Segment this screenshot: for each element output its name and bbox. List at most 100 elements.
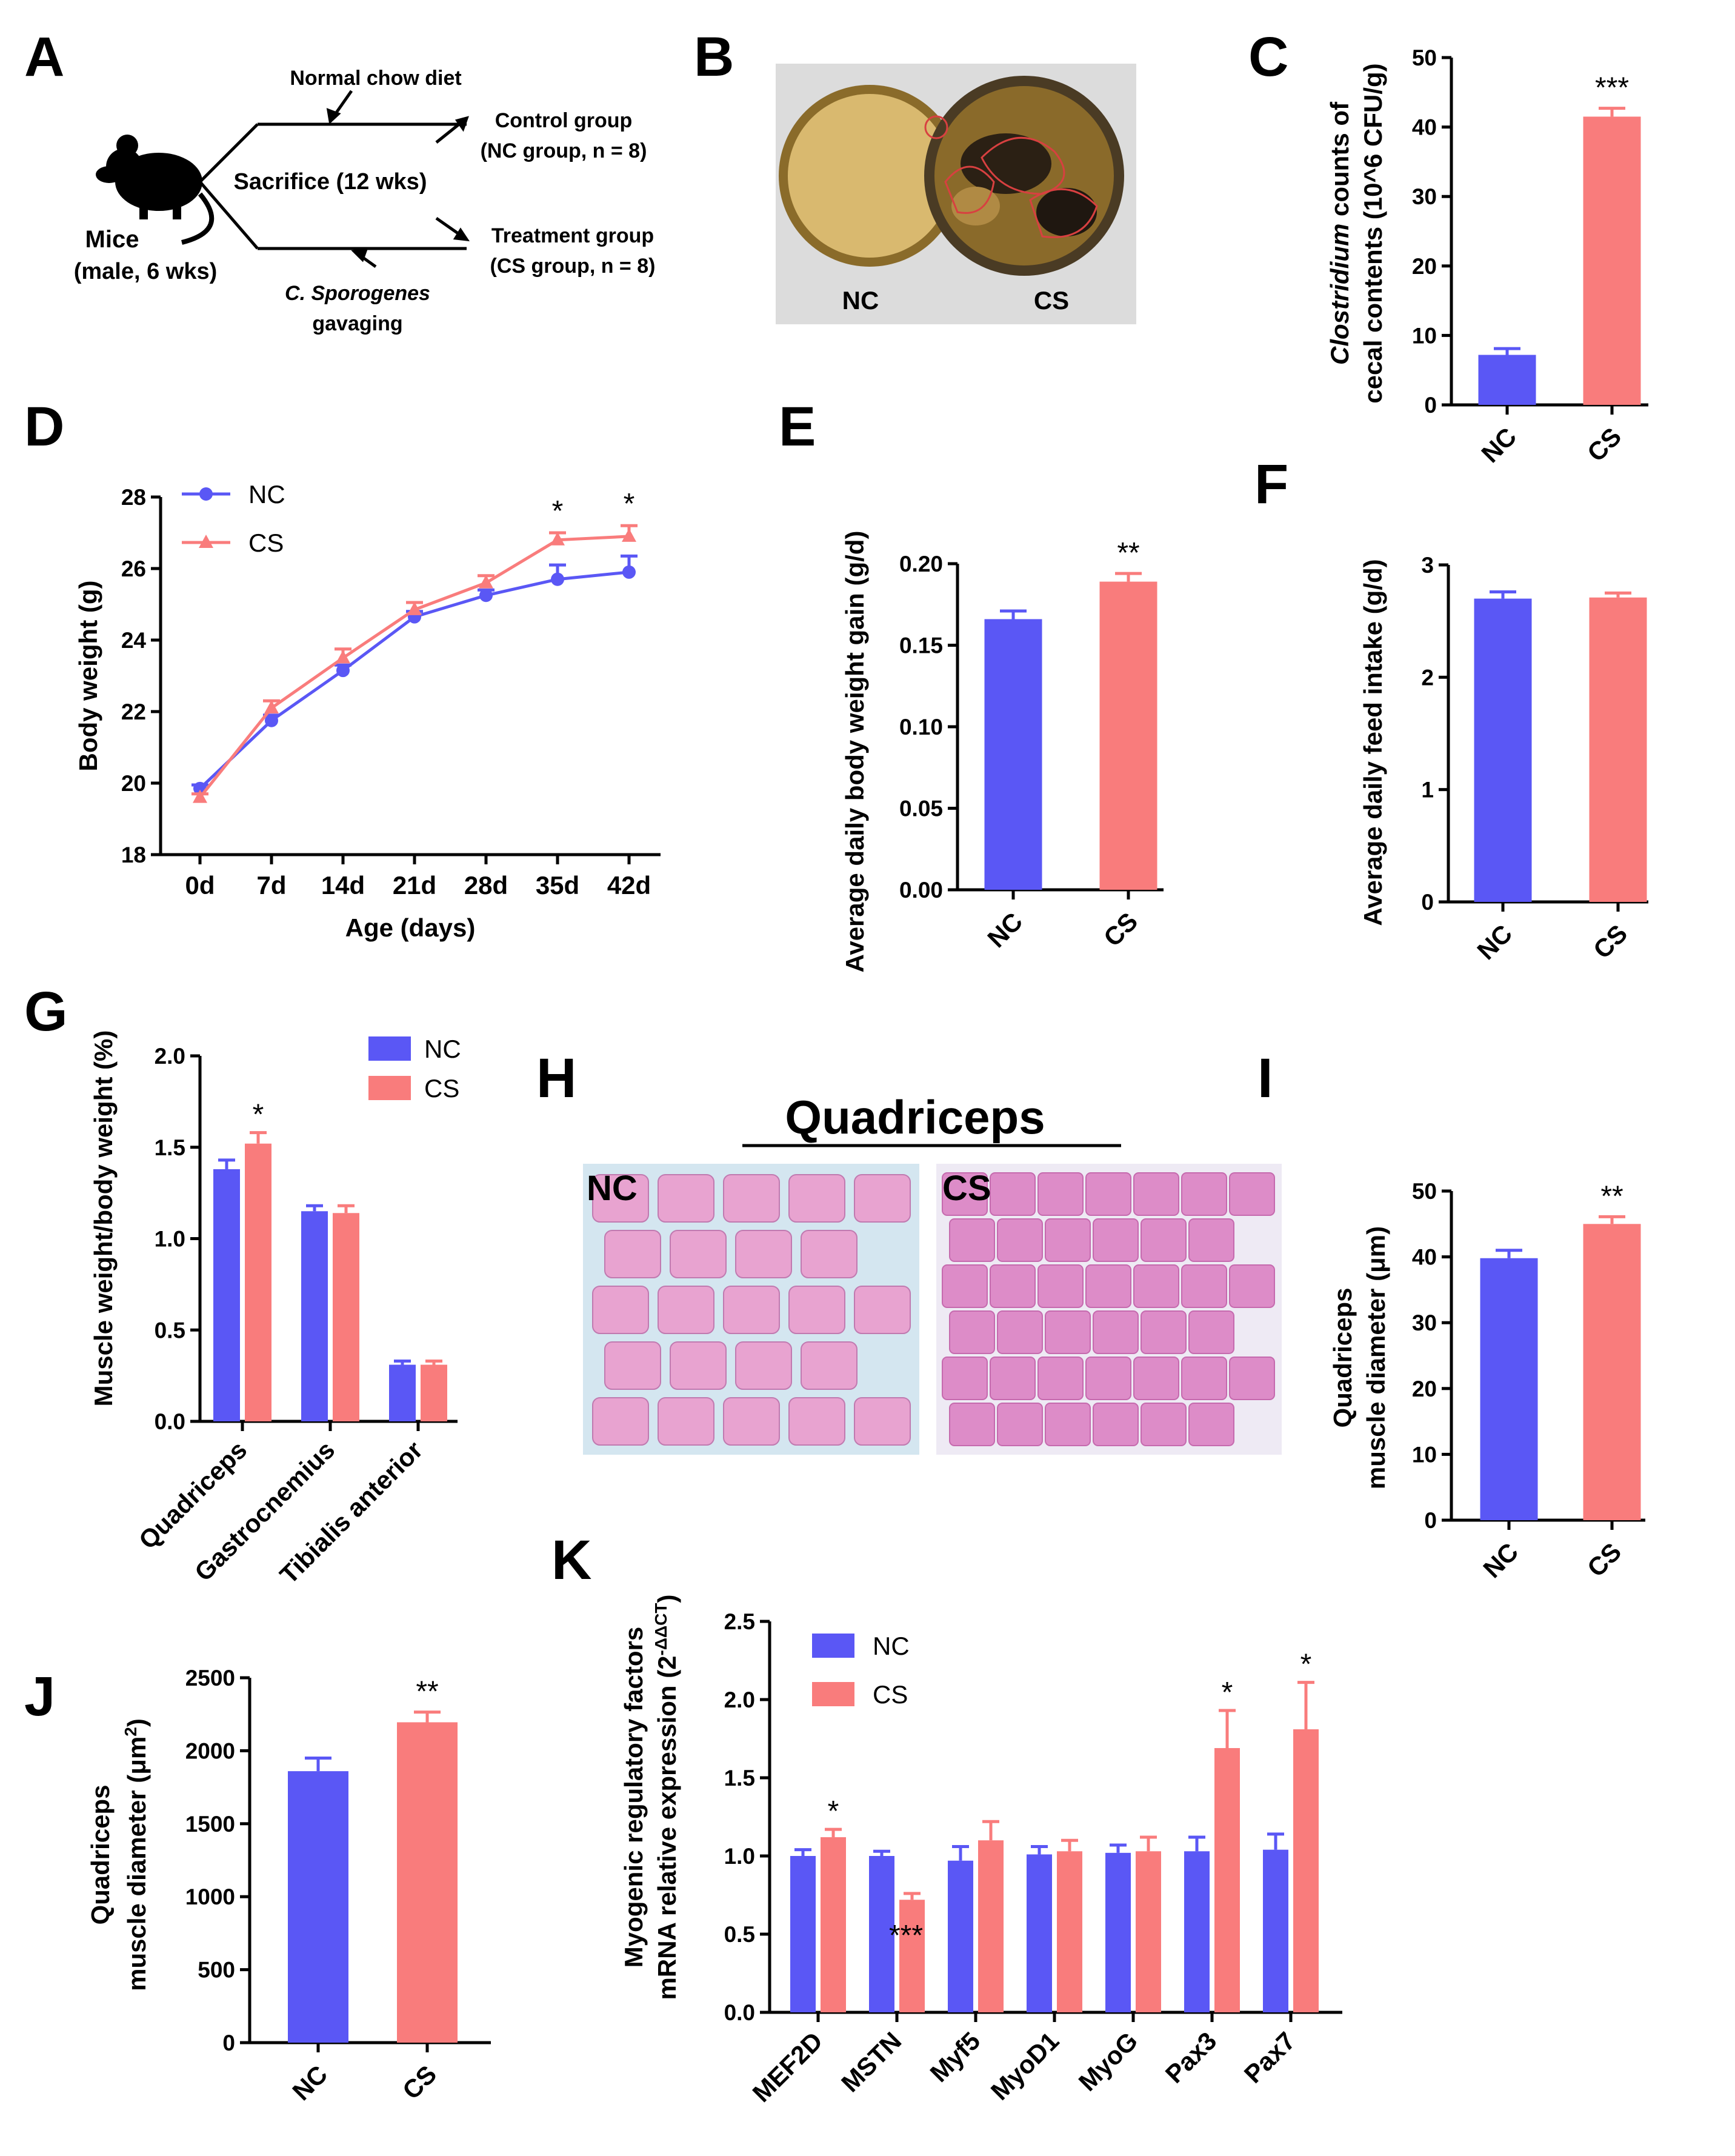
significance-marker: ** (1600, 1180, 1623, 1212)
muscle-fiber (1188, 1310, 1234, 1354)
x-tick-label: CS (397, 2060, 442, 2105)
y-axis-label-2: muscle diameter (μm) (1362, 1226, 1390, 1489)
panel-h: Quadriceps NC CS (583, 1090, 1282, 1455)
bar-nc (1105, 1852, 1131, 2012)
muscle-fiber (1037, 1172, 1084, 1216)
bar-cs (397, 1722, 458, 2043)
y-tick-label: 2.5 (724, 1609, 755, 1634)
muscle-fiber (942, 1357, 988, 1400)
muscle-fiber (1085, 1357, 1131, 1400)
x-tick-label: MyoD1 (985, 2026, 1065, 2106)
y-tick-label: 2 (1421, 665, 1434, 690)
muscle-fiber (1037, 1264, 1084, 1308)
x-tick-label: 28d (464, 871, 508, 899)
bar-cs (421, 1364, 447, 1421)
muscle-fiber (658, 1397, 714, 1446)
muscle-fiber (854, 1174, 911, 1223)
panel-label-e: E (779, 396, 816, 458)
muscle-fiber (990, 1264, 1036, 1308)
point-cs (336, 650, 350, 664)
y-axis-label: Average daily feed intake (g/d) (1359, 559, 1387, 926)
bar-cs (821, 1837, 846, 2012)
x-tick-label: CS (1098, 907, 1144, 952)
y-tick-label: 20 (1412, 1377, 1437, 1401)
y-tick-label: 0.10 (899, 715, 943, 739)
muscle-fiber (670, 1230, 727, 1278)
y-axis-label: Muscle weight/body weight (%) (89, 1030, 118, 1407)
significance-marker: * (552, 495, 564, 527)
muscle-fiber (801, 1341, 858, 1390)
y-axis-label-2: muscle diameter (μm2) (121, 1718, 152, 1991)
histology-image-cs (936, 1164, 1282, 1455)
y-tick-label: 2000 (185, 1738, 235, 1763)
muscle-fiber (735, 1230, 792, 1278)
significance-marker: * (253, 1099, 264, 1131)
legend-label-cs: CS (424, 1074, 459, 1103)
muscle-fiber (723, 1397, 780, 1446)
muscle-fiber (1229, 1172, 1275, 1216)
y-tick-label: 0.00 (899, 878, 943, 903)
bar-cs (1583, 1224, 1641, 1520)
muscle-fiber (788, 1397, 845, 1446)
x-tick-label: MyoG (1073, 2026, 1144, 2097)
muscle-fiber (997, 1310, 1043, 1354)
y-tick-label: 0.5 (155, 1318, 185, 1343)
muscle-fiber (854, 1397, 911, 1446)
bar-cs (245, 1143, 271, 1421)
y-tick-label: 0.5 (724, 1922, 755, 1947)
muscle-fiber (1133, 1172, 1179, 1216)
panel-label-h: H (536, 1047, 576, 1109)
x-axis-label: Age (days) (345, 913, 476, 942)
y-tick-label: 0 (222, 2031, 235, 2055)
x-tick-label: MSTN (836, 2026, 907, 2097)
bar-nc (1480, 1258, 1538, 1520)
histology-label-nc: NC (587, 1169, 638, 1208)
diagram-lines (199, 90, 470, 269)
muscle-fiber (949, 1403, 995, 1446)
muscle-fiber (1093, 1218, 1139, 1262)
x-tick-label: NC (1476, 422, 1522, 468)
muscle-fiber (990, 1357, 1036, 1400)
bar-nc (1027, 1854, 1052, 2012)
y-tick-label: 40 (1412, 115, 1437, 140)
muscle-fiber (801, 1230, 858, 1278)
legend-marker-nc (199, 487, 213, 501)
muscle-fiber (1045, 1310, 1091, 1354)
bar-nc (984, 619, 1042, 890)
point-nc (622, 565, 636, 579)
y-tick-label: 20 (121, 771, 146, 796)
sacrifice-label: Sacrifice (12 wks) (234, 169, 427, 195)
chart-g: 0.00.51.01.52.0Quadriceps*GastrocnemiusT… (89, 1030, 461, 1589)
y-tick-label: 1000 (185, 1884, 235, 1909)
y-tick-label: 500 (198, 1958, 235, 1983)
significance-marker: ** (416, 1676, 438, 1708)
panel-label-d: D (24, 396, 64, 458)
y-tick-label: 2.0 (155, 1044, 185, 1069)
muscle-fiber (949, 1218, 995, 1262)
bar-cs (1293, 1729, 1319, 2012)
muscle-fiber (990, 1172, 1036, 1216)
y-tick-label: 0 (1424, 393, 1437, 418)
significance-marker: * (828, 1795, 839, 1827)
panel-label-i: I (1257, 1047, 1273, 1109)
muscle-fiber (723, 1286, 780, 1334)
legend-swatch-nc (368, 1036, 411, 1061)
x-tick-label: CS (1582, 422, 1627, 467)
x-tick-label: 14d (321, 871, 365, 899)
y-tick-label: 50 (1412, 1179, 1437, 1204)
y-tick-label: 2.0 (724, 1687, 755, 1712)
gavage-species: C. Sporogenes (285, 282, 430, 305)
x-tick-label: Pax3 (1160, 2026, 1222, 2089)
point-nc (479, 589, 493, 602)
chart-d: 18 20 22 24 26 28 0d 7d 14d 21d 28d 35d 42d Age (days… (74, 480, 661, 942)
y-tick-label: 28 (121, 485, 146, 510)
bar-nc (1263, 1849, 1288, 2012)
x-tick-label: 35d (536, 871, 579, 899)
bar-nc (1474, 598, 1532, 902)
muscle-fiber (1093, 1310, 1139, 1354)
muscle-fiber (942, 1264, 988, 1308)
significance-marker: ** (1117, 537, 1139, 569)
y-axis-label: Average daily body weight gain (g/d) (841, 531, 869, 973)
chart-c: 0 10 20 30 40 50 NC CS *** Clostridium counts of c… (1325, 45, 1648, 468)
y-tick-label: 20 (1412, 254, 1437, 279)
